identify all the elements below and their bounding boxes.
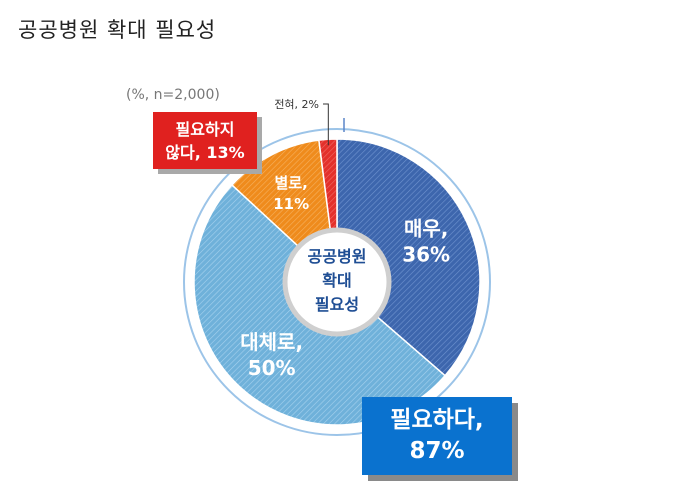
slice-label: 별로, (275, 174, 308, 192)
center-label-line2: 확대 (322, 271, 351, 290)
center-hub (282, 227, 392, 337)
not-need-callout: 필요하지 않다, 13% (153, 112, 257, 169)
slice-value-label: 36% (402, 242, 450, 266)
chart-title: 공공병원 확대 필요성 (18, 18, 217, 42)
need-callout-label: 필요하다, (390, 407, 484, 433)
pie-slice (336, 138, 481, 377)
slice-value-label: 50% (248, 356, 296, 380)
slice-label: 대체로, (240, 330, 303, 354)
need-callout-value: 87% (409, 438, 465, 464)
slice-leader-line (323, 103, 329, 146)
outer-ring (183, 128, 491, 436)
need-callout: 필요하다, 87% (362, 397, 512, 475)
sample-note: (%, n=2,000) (126, 87, 220, 103)
not-need-callout-value: 않다, 13% (165, 142, 245, 162)
center-label-line3: 필요성 (315, 295, 359, 314)
slice-value-label: 11% (273, 195, 309, 213)
slice-label: 전혀, 2% (274, 98, 319, 111)
not-need-callout-label: 필요하지 (175, 119, 235, 139)
center-label-line1: 공공병원 (308, 247, 367, 266)
slice-label: 매우, (404, 216, 448, 240)
